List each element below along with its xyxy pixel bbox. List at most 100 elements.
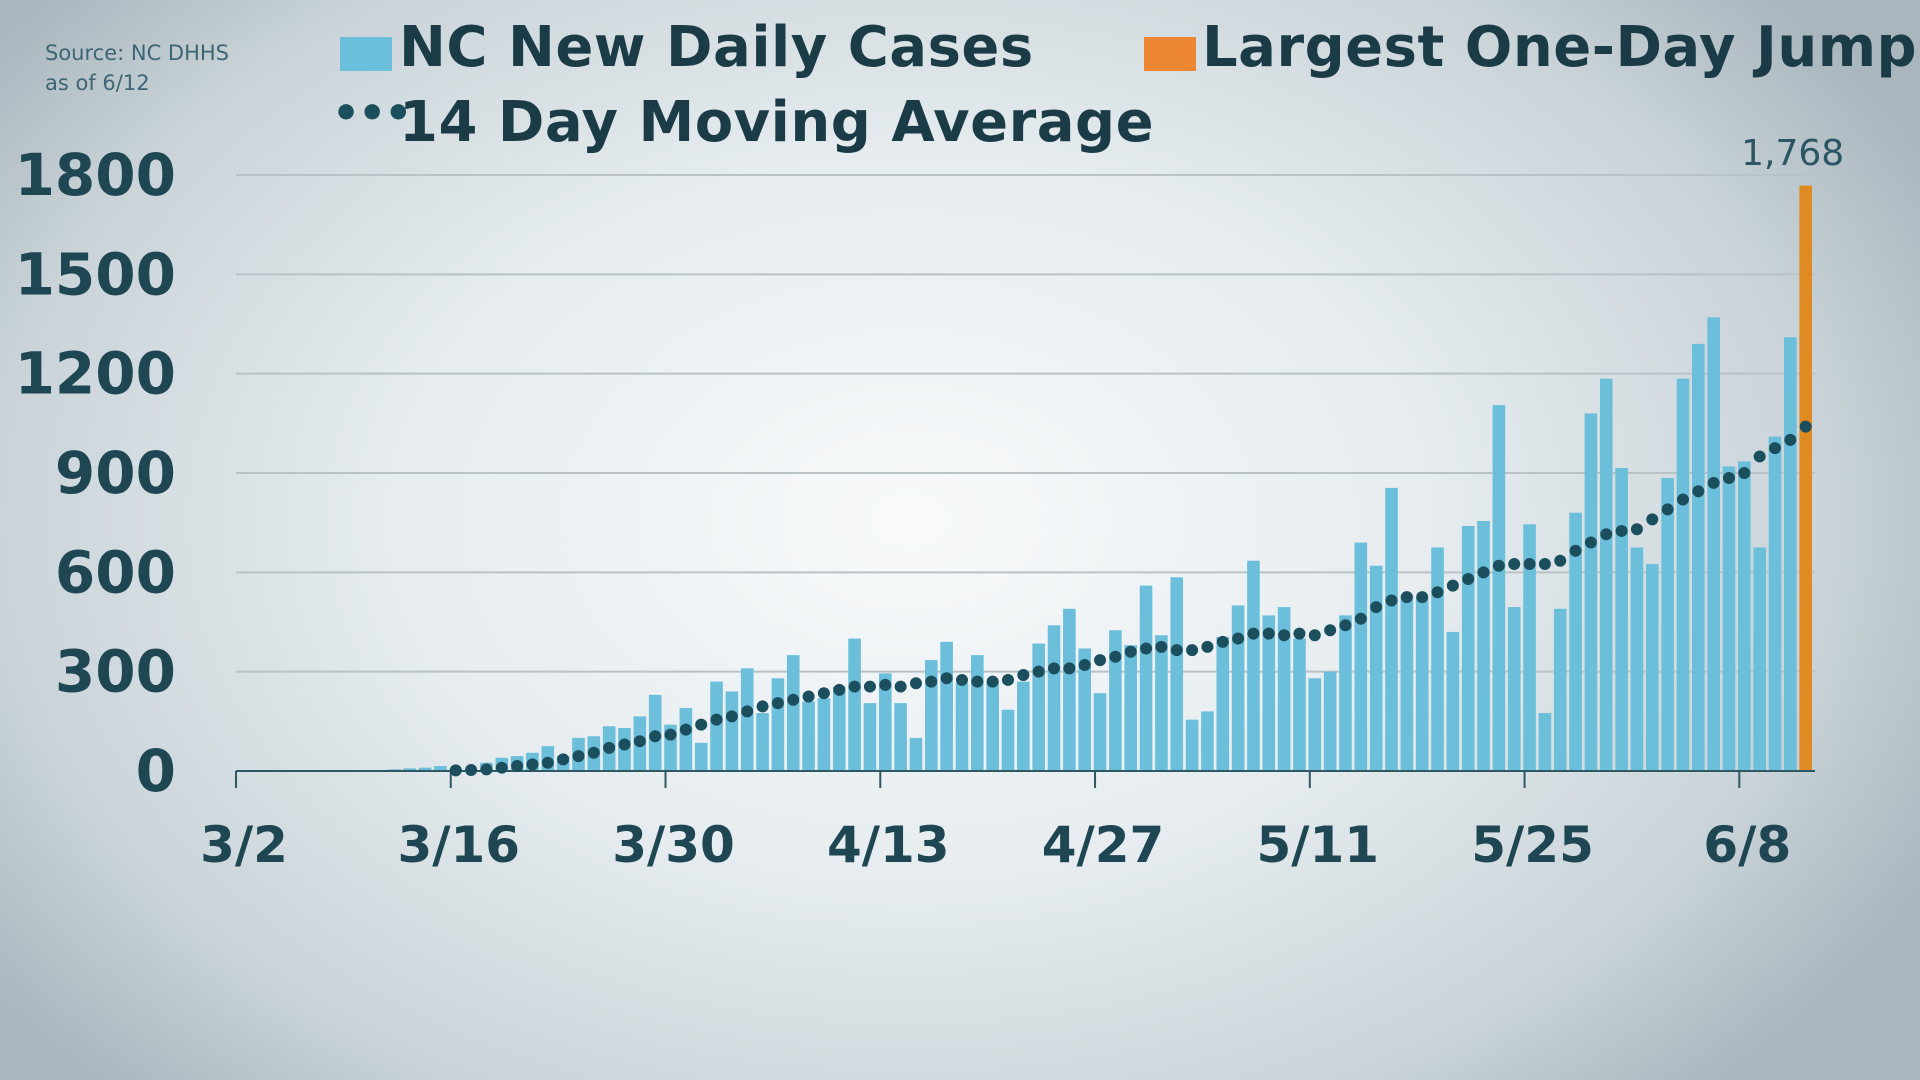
- bar-daily-cases: [1768, 436, 1782, 771]
- moving-average-dot: [955, 673, 968, 686]
- bar-daily-cases: [1139, 585, 1153, 771]
- moving-average-dot: [1155, 640, 1168, 653]
- bar-daily-cases: [1185, 719, 1199, 771]
- bar-daily-cases: [1032, 643, 1045, 771]
- moving-average-dot: [1216, 635, 1229, 648]
- bar-daily-cases: [1017, 681, 1030, 771]
- bar-daily-cases: [1339, 615, 1352, 771]
- bar-daily-cases: [1584, 413, 1598, 771]
- moving-average-dot: [1324, 624, 1337, 637]
- bar-daily-cases: [1553, 608, 1567, 771]
- x-tick-label: 4/27: [1042, 816, 1165, 874]
- bar-daily-cases: [894, 703, 907, 771]
- moving-average-dot: [1769, 442, 1781, 455]
- bar-daily-cases: [786, 655, 800, 771]
- moving-average-dot: [1707, 476, 1720, 489]
- bar-daily-cases: [771, 678, 785, 771]
- source-line: Source: NC DHHS: [45, 41, 230, 65]
- moving-average-dot: [695, 718, 708, 731]
- moving-average-dot: [679, 723, 692, 736]
- bar-daily-cases: [1431, 547, 1444, 771]
- moving-average-dot: [1247, 627, 1260, 640]
- bar-daily-cases: [863, 703, 877, 771]
- moving-average-dot: [1738, 467, 1751, 479]
- x-tick-label: 3/16: [397, 816, 520, 874]
- y-tick-label: 300: [55, 638, 176, 706]
- moving-average-dot: [741, 705, 754, 718]
- moving-average-dot: [802, 690, 815, 703]
- bar-daily-cases: [971, 655, 984, 771]
- moving-average-dot: [1370, 601, 1383, 614]
- y-tick-label: 900: [55, 439, 176, 507]
- bar-daily-cases: [1645, 564, 1659, 771]
- moving-average-dot: [940, 672, 953, 685]
- moving-average-dot: [1784, 433, 1797, 446]
- bar-daily-cases: [1615, 468, 1628, 771]
- legend-marker-average: •••: [332, 88, 412, 139]
- bar-daily-cases: [740, 668, 754, 771]
- bar-daily-cases: [1523, 524, 1536, 771]
- bar-daily-cases: [1492, 405, 1506, 771]
- bar-daily-cases: [1308, 678, 1322, 771]
- legend-label-daily: NC New Daily Cases: [399, 15, 1034, 80]
- moving-average-dot: [1400, 591, 1413, 604]
- bar-daily-cases: [1354, 542, 1368, 771]
- bar-daily-cases: [1047, 625, 1061, 771]
- bar-daily-cases: [1323, 671, 1337, 771]
- bar-daily-cases: [1507, 607, 1521, 771]
- moving-average-dot: [449, 764, 462, 777]
- bar-daily-cases: [1155, 635, 1168, 771]
- bar-daily-cases: [1063, 608, 1076, 771]
- moving-average-dot: [587, 746, 600, 759]
- largest-jump-label: 1,768: [1741, 133, 1844, 174]
- bar-daily-cases: [1461, 525, 1475, 771]
- bar-daily-cases: [1446, 631, 1460, 771]
- moving-average-dot: [541, 756, 554, 769]
- moving-average-dot: [1431, 586, 1444, 599]
- bar-daily-cases: [1247, 560, 1260, 771]
- x-tick-label: 5/11: [1256, 816, 1379, 874]
- bar-daily-cases: [1707, 317, 1720, 771]
- legend-swatch-daily: [340, 37, 392, 71]
- moving-average-dot: [633, 735, 646, 748]
- moving-average-dot: [1630, 523, 1643, 536]
- y-tick-label: 0: [136, 737, 176, 805]
- moving-average-dot: [756, 700, 769, 713]
- moving-average-dot: [1032, 665, 1045, 678]
- bar-daily-cases: [940, 641, 953, 771]
- moving-average-dot: [1722, 471, 1735, 484]
- moving-average-dot: [1293, 627, 1306, 640]
- x-tick-label: 3/2: [200, 816, 288, 874]
- bar-daily-cases: [909, 737, 923, 771]
- bar-daily-cases: [1692, 343, 1705, 771]
- x-tick-label: 5/25: [1471, 816, 1594, 874]
- bar-daily-cases: [1661, 477, 1674, 771]
- moving-average-dot: [894, 680, 907, 693]
- moving-average-dot: [971, 675, 984, 688]
- moving-average-dot: [1753, 450, 1766, 463]
- bar-daily-cases: [434, 766, 447, 771]
- bar-daily-cases: [832, 686, 846, 771]
- moving-average-dot: [1676, 493, 1689, 506]
- moving-average-dot: [879, 678, 892, 691]
- bar-daily-cases: [1093, 693, 1107, 771]
- x-tick-label: 6/8: [1703, 816, 1791, 874]
- bar-daily-cases: [1722, 466, 1736, 771]
- moving-average-dot: [1523, 558, 1536, 571]
- legend-label-jump: Largest One-Day Jump: [1202, 15, 1918, 80]
- moving-average-dot: [1232, 632, 1245, 645]
- moving-average-dot: [1600, 528, 1613, 541]
- moving-average-dot: [1615, 524, 1628, 537]
- bar-daily-cases: [1569, 512, 1582, 771]
- bar-daily-cases: [1538, 713, 1552, 771]
- bar-daily-cases: [817, 698, 831, 771]
- moving-average-dot: [1124, 645, 1137, 658]
- bar-daily-cases: [1277, 607, 1291, 771]
- bar-daily-cases: [955, 683, 969, 771]
- y-tick-label: 600: [55, 538, 176, 606]
- moving-average-dot: [1354, 612, 1367, 625]
- moving-average-dot: [771, 697, 784, 710]
- moving-average-dot: [1477, 566, 1490, 579]
- moving-average-dot: [1186, 644, 1199, 657]
